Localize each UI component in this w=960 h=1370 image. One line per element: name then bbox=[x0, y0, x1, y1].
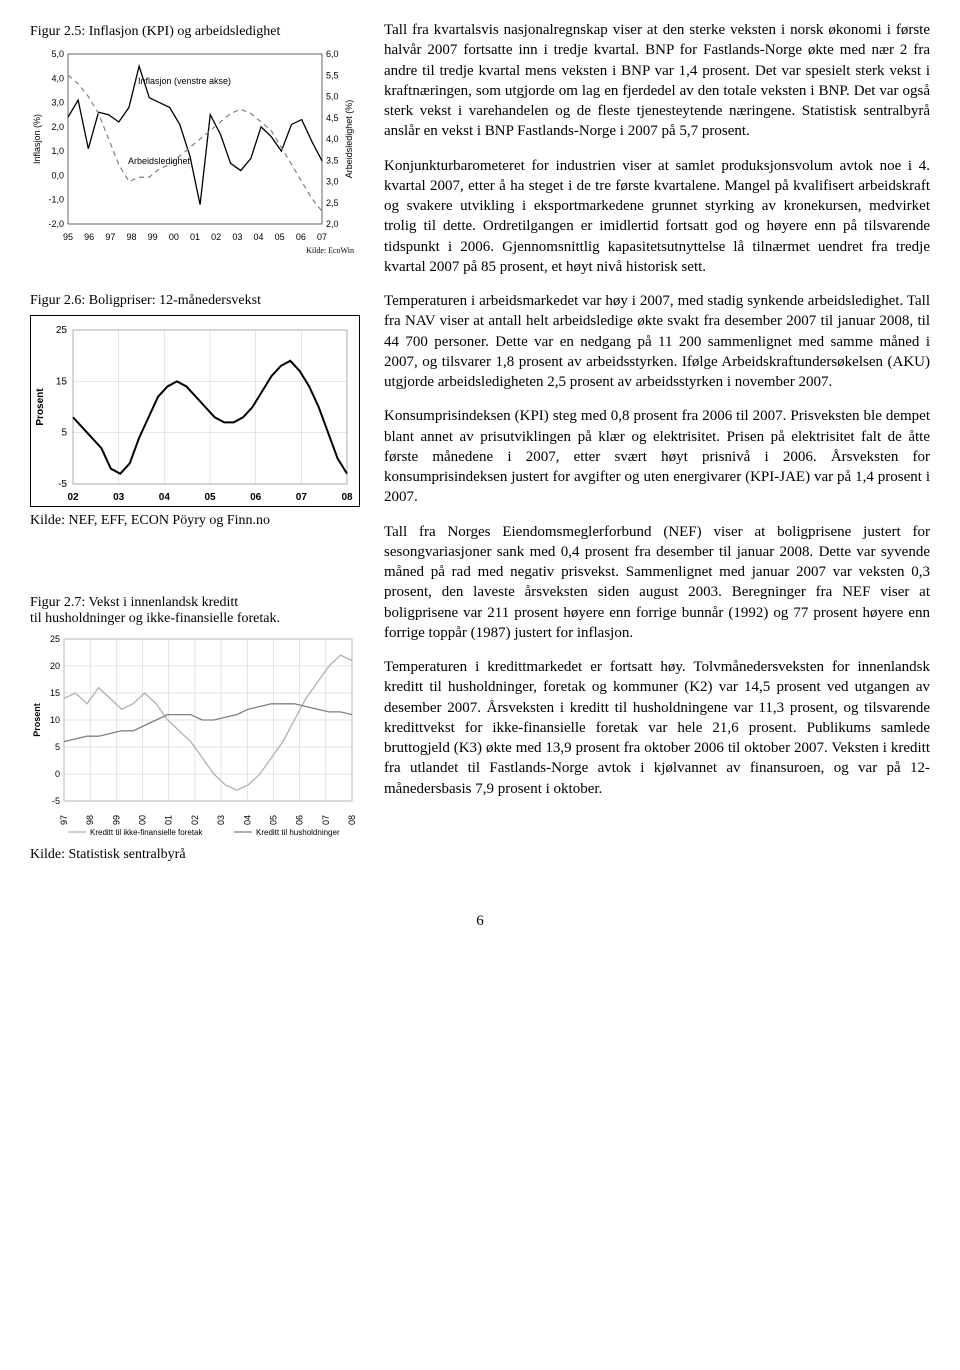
svg-text:Inflasjon (venstre akse): Inflasjon (venstre akse) bbox=[138, 76, 231, 86]
svg-text:Inflasjon (%): Inflasjon (%) bbox=[32, 114, 42, 164]
paragraph: Konjunkturbarometeret for industrien vis… bbox=[384, 156, 930, 278]
svg-text:2,0: 2,0 bbox=[326, 219, 339, 229]
fig27-title: Figur 2.7: Vekst i innenlandsk kreditt t… bbox=[30, 595, 360, 627]
svg-text:04: 04 bbox=[159, 492, 171, 503]
svg-text:05: 05 bbox=[268, 815, 278, 825]
svg-text:5: 5 bbox=[61, 428, 67, 439]
fig27-chart: 25 20 15 10 5 0 -5 97 98 99 00 01 02 03 04 05 06 07 08 Pros… bbox=[30, 633, 360, 843]
svg-text:04: 04 bbox=[253, 232, 263, 242]
svg-text:-2,0: -2,0 bbox=[48, 219, 64, 229]
svg-text:Kreditt til husholdninger: Kreditt til husholdninger bbox=[256, 828, 340, 837]
svg-text:25: 25 bbox=[50, 634, 60, 644]
svg-text:99: 99 bbox=[148, 232, 158, 242]
svg-text:-5: -5 bbox=[58, 479, 67, 490]
svg-text:2,0: 2,0 bbox=[51, 122, 64, 132]
svg-text:5,0: 5,0 bbox=[51, 49, 64, 59]
svg-text:Arbeidsledighet (%): Arbeidsledighet (%) bbox=[344, 100, 354, 179]
svg-text:00: 00 bbox=[138, 815, 148, 825]
svg-text:05: 05 bbox=[275, 232, 285, 242]
svg-text:02: 02 bbox=[190, 815, 200, 825]
svg-text:5: 5 bbox=[55, 742, 60, 752]
svg-text:4,0: 4,0 bbox=[51, 73, 64, 83]
fig26-title: Figur 2.6: Boligpriser: 12-månedersvekst bbox=[30, 293, 360, 309]
svg-text:07: 07 bbox=[321, 815, 331, 825]
page-number: 6 bbox=[0, 913, 960, 930]
svg-text:01: 01 bbox=[164, 815, 174, 825]
svg-text:99: 99 bbox=[111, 815, 121, 825]
paragraph: Konsumprisindeksen (KPI) steg med 0,8 pr… bbox=[384, 406, 930, 507]
svg-text:10: 10 bbox=[50, 715, 60, 725]
svg-text:98: 98 bbox=[126, 232, 136, 242]
svg-text:03: 03 bbox=[216, 815, 226, 825]
svg-text:Kreditt til ikke-finansielle f: Kreditt til ikke-finansielle foretak bbox=[90, 828, 203, 837]
svg-text:4,0: 4,0 bbox=[326, 134, 339, 144]
svg-text:-1,0: -1,0 bbox=[48, 195, 64, 205]
svg-text:-5: -5 bbox=[52, 796, 60, 806]
svg-text:03: 03 bbox=[113, 492, 125, 503]
paragraph: Tall fra Norges Eiendomsmeglerforbund (N… bbox=[384, 522, 930, 644]
svg-text:97: 97 bbox=[105, 232, 115, 242]
svg-text:Prosent: Prosent bbox=[32, 703, 42, 737]
body-text: Tall fra kvartalsvis nasjonalregnskap vi… bbox=[384, 20, 930, 891]
svg-text:06: 06 bbox=[250, 492, 262, 503]
svg-text:97: 97 bbox=[59, 815, 69, 825]
fig26-chart: 25 15 5 -502 03 04 05 06 07 08 Prosent bbox=[30, 315, 360, 507]
svg-text:15: 15 bbox=[56, 376, 68, 387]
svg-text:15: 15 bbox=[50, 688, 60, 698]
svg-text:3,0: 3,0 bbox=[51, 98, 64, 108]
svg-text:0,0: 0,0 bbox=[51, 170, 64, 180]
svg-text:0: 0 bbox=[55, 769, 60, 779]
svg-text:96: 96 bbox=[84, 232, 94, 242]
svg-text:05: 05 bbox=[204, 492, 216, 503]
paragraph: Temperaturen i arbeidsmarkedet var høy i… bbox=[384, 291, 930, 392]
paragraph: Temperaturen i kredittmarkedet er fortsa… bbox=[384, 657, 930, 799]
fig25-kilde: Kilde: EcoWin bbox=[30, 246, 360, 255]
svg-text:98: 98 bbox=[85, 815, 95, 825]
svg-text:2,5: 2,5 bbox=[326, 198, 339, 208]
svg-text:6,0: 6,0 bbox=[326, 49, 339, 59]
fig25-chart: 5,0 4,0 3,0 2,0 1,0 0,0 -1,0 -2,0 6,0 5,5 5,0 4,5 4,… bbox=[30, 46, 360, 246]
svg-text:95: 95 bbox=[63, 232, 73, 242]
svg-text:02: 02 bbox=[211, 232, 221, 242]
svg-text:08: 08 bbox=[341, 492, 353, 503]
svg-text:06: 06 bbox=[295, 815, 305, 825]
svg-text:06: 06 bbox=[296, 232, 306, 242]
svg-text:25: 25 bbox=[56, 325, 68, 336]
svg-text:02: 02 bbox=[67, 492, 79, 503]
svg-text:04: 04 bbox=[242, 815, 252, 825]
fig27-source: Kilde: Statistisk sentralbyrå bbox=[30, 847, 360, 863]
fig26-source: Kilde: NEF, EFF, ECON Pöyry og Finn.no bbox=[30, 513, 360, 529]
svg-text:5,5: 5,5 bbox=[326, 70, 339, 80]
svg-text:01: 01 bbox=[190, 232, 200, 242]
svg-text:Prosent: Prosent bbox=[35, 388, 46, 426]
svg-text:3,0: 3,0 bbox=[326, 177, 339, 187]
svg-text:3,5: 3,5 bbox=[326, 155, 339, 165]
svg-text:08: 08 bbox=[347, 815, 357, 825]
svg-text:5,0: 5,0 bbox=[326, 92, 339, 102]
svg-text:03: 03 bbox=[232, 232, 242, 242]
paragraph: Tall fra kvartalsvis nasjonalregnskap vi… bbox=[384, 20, 930, 142]
svg-text:07: 07 bbox=[296, 492, 308, 503]
svg-text:00: 00 bbox=[169, 232, 179, 242]
svg-text:20: 20 bbox=[50, 661, 60, 671]
svg-text:1,0: 1,0 bbox=[51, 146, 64, 156]
svg-text:4,5: 4,5 bbox=[326, 113, 339, 123]
fig25-title: Figur 2.5: Inflasjon (KPI) og arbeidsled… bbox=[30, 24, 360, 40]
svg-text:07: 07 bbox=[317, 232, 327, 242]
svg-text:Arbeidsledighet: Arbeidsledighet bbox=[128, 156, 191, 166]
